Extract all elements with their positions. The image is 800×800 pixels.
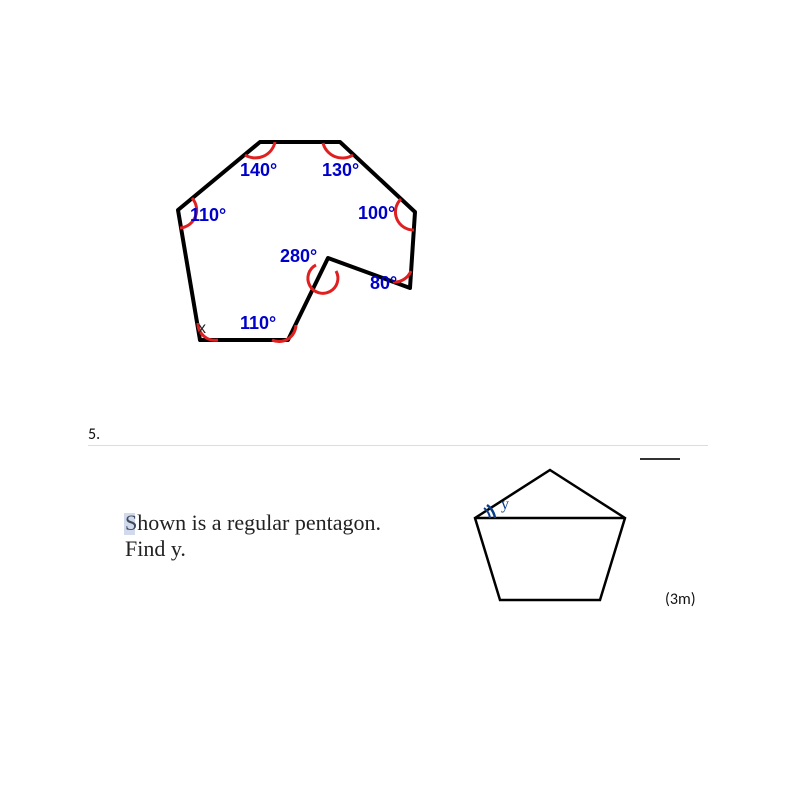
q5-text-line1: Shown is a regular pentagon. xyxy=(125,510,381,536)
q5-text-line2: Find y. xyxy=(125,536,186,562)
scan-mark xyxy=(640,458,680,460)
pentagon-figure xyxy=(450,450,650,620)
label-80: 80° xyxy=(370,273,397,294)
label-100: 100° xyxy=(358,203,395,224)
label-110-bottom: 110° xyxy=(240,313,276,334)
faint-rule-1 xyxy=(88,445,708,446)
question-number-5: 5. xyxy=(88,425,100,444)
label-140: 140° xyxy=(240,160,277,181)
label-280: 280° xyxy=(280,246,317,267)
label-110-top: 110° xyxy=(190,205,226,226)
q5-marks: (3m) xyxy=(665,590,696,609)
text-cursor-highlight xyxy=(124,513,135,535)
page: 140° 130° 110° 100° 280° 80° 110° x 5. S… xyxy=(0,0,800,800)
label-x: x xyxy=(198,320,206,338)
label-130: 130° xyxy=(322,160,359,181)
label-y: y xyxy=(501,496,509,514)
octagon-polygon xyxy=(178,142,415,340)
pentagon-polygon xyxy=(475,470,625,600)
